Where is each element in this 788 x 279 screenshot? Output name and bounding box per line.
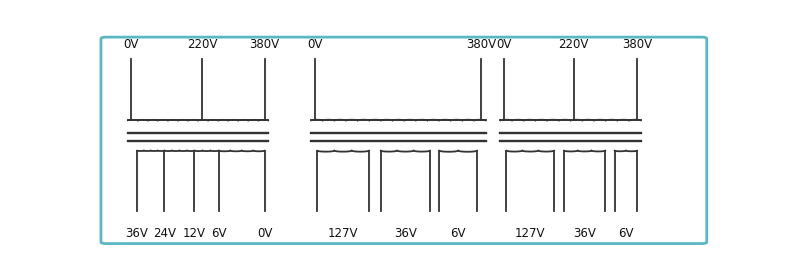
Text: 380V: 380V (250, 38, 280, 51)
Text: 127V: 127V (328, 227, 359, 240)
Text: 0V: 0V (257, 227, 273, 240)
Text: 127V: 127V (515, 227, 545, 240)
Text: 6V: 6V (451, 227, 466, 240)
Text: 36V: 36V (125, 227, 148, 240)
Text: 6V: 6V (618, 227, 634, 240)
Text: 220V: 220V (187, 38, 217, 51)
Text: 380V: 380V (466, 38, 496, 51)
Text: 0V: 0V (307, 38, 323, 51)
Text: 36V: 36V (394, 227, 417, 240)
Text: 220V: 220V (559, 38, 589, 51)
Text: 6V: 6V (211, 227, 227, 240)
FancyBboxPatch shape (101, 37, 707, 244)
Text: 0V: 0V (123, 38, 139, 51)
Text: 36V: 36V (573, 227, 596, 240)
Text: 12V: 12V (183, 227, 206, 240)
Text: 0V: 0V (496, 38, 511, 51)
Text: 24V: 24V (153, 227, 176, 240)
Text: 380V: 380V (622, 38, 652, 51)
